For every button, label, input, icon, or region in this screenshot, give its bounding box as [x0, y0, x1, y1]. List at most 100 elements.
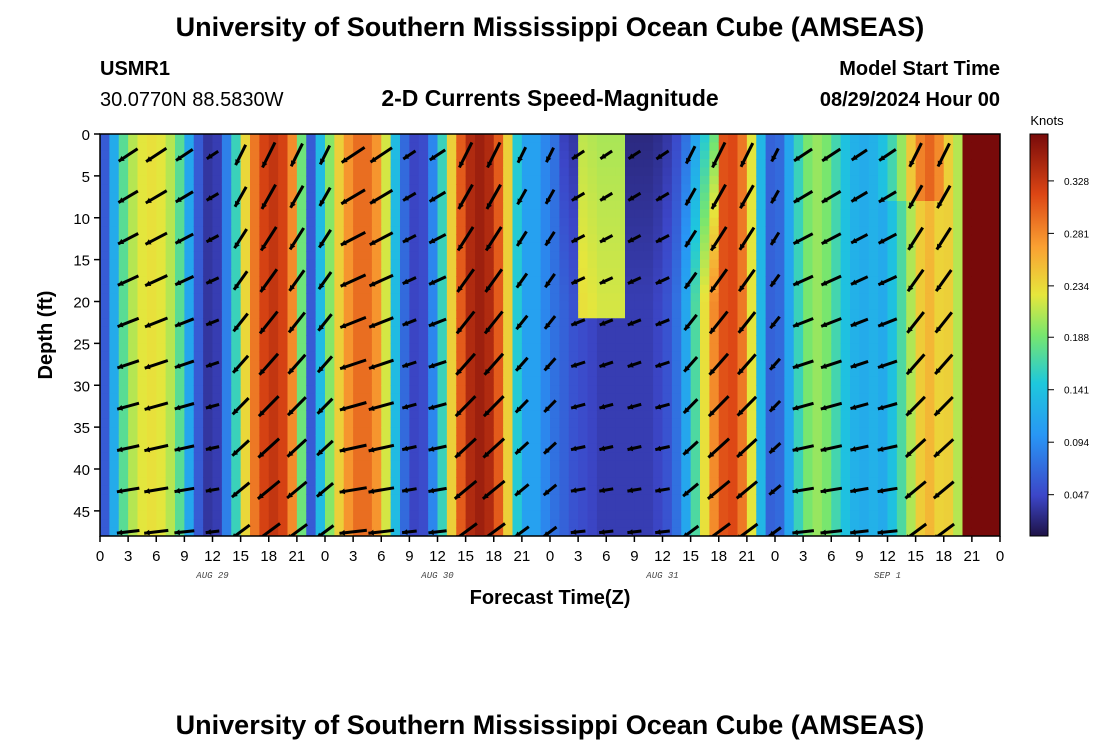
heatmap-cell	[943, 385, 954, 395]
heatmap-cell	[728, 201, 739, 210]
heatmap-cell	[306, 142, 317, 152]
heatmap-cell	[503, 343, 514, 353]
heatmap-cell	[503, 502, 514, 512]
heatmap-cell	[831, 159, 842, 169]
heatmap-cell	[943, 192, 954, 202]
heatmap-cell	[868, 242, 879, 252]
heatmap-cell	[700, 477, 710, 487]
heatmap-cell	[203, 301, 214, 311]
heatmap-cell	[718, 385, 729, 395]
heatmap-cell	[146, 502, 157, 512]
heatmap-cell	[765, 368, 776, 378]
heatmap-cell	[737, 217, 748, 227]
heatmap-cell	[559, 368, 570, 378]
heatmap-cell	[146, 510, 157, 520]
heatmap-cell	[456, 477, 467, 487]
heatmap-cell	[203, 134, 214, 143]
heatmap-cell	[915, 234, 926, 244]
heatmap-cell	[887, 368, 898, 378]
heatmap-cell	[559, 175, 570, 185]
heatmap-cell	[821, 226, 832, 236]
heatmap-cell	[775, 301, 785, 311]
heatmap-cell	[371, 393, 382, 403]
heatmap-cell	[503, 150, 514, 160]
heatmap-cell	[634, 142, 645, 152]
heatmap-cell	[184, 201, 195, 210]
heatmap-cell	[821, 376, 832, 386]
vector-arrowhead	[233, 325, 240, 332]
heatmap-cell	[418, 335, 429, 344]
heatmap-cell	[137, 234, 148, 244]
heatmap-cell	[212, 184, 223, 194]
vector-arrowhead	[369, 322, 376, 328]
heatmap-cell	[156, 502, 167, 512]
heatmap-cell	[671, 427, 682, 437]
heatmap-cell	[409, 335, 420, 344]
heatmap-cell	[381, 318, 392, 328]
heatmap-cell	[859, 234, 870, 244]
heatmap-cell	[193, 276, 204, 286]
heatmap-cell	[390, 393, 401, 403]
heatmap-cell	[568, 385, 579, 395]
heatmap-cell	[606, 242, 617, 252]
heatmap-cell	[606, 360, 617, 370]
heatmap-cell	[765, 142, 776, 152]
heatmap-cell	[925, 234, 935, 244]
heatmap-cell	[296, 443, 307, 453]
heatmap-cell	[212, 234, 223, 244]
heatmap-cell	[596, 335, 607, 344]
heatmap-cell	[353, 335, 364, 344]
heatmap-cell	[943, 209, 954, 219]
heatmap-cell	[990, 376, 1000, 386]
vector-arrowhead	[402, 487, 408, 494]
heatmap-cell	[409, 318, 420, 328]
heatmap-cell	[896, 293, 907, 303]
heatmap-cell	[596, 175, 607, 185]
heatmap-cell	[521, 192, 532, 202]
heatmap-cell	[100, 159, 110, 169]
heatmap-cell	[690, 209, 701, 219]
heatmap-cell	[962, 460, 973, 470]
heatmap-cell	[746, 201, 757, 210]
heatmap-cell	[390, 326, 401, 336]
heatmap-cell	[671, 360, 682, 370]
heatmap-cell	[259, 402, 270, 411]
heatmap-cell	[362, 469, 373, 478]
heatmap-cell	[400, 494, 410, 504]
heatmap-cell	[109, 510, 120, 520]
heatmap-cell	[859, 410, 870, 420]
heatmap-cell	[878, 452, 889, 462]
heatmap-cell	[606, 519, 617, 529]
heatmap-cell	[250, 134, 260, 143]
heatmap-cell	[971, 460, 982, 470]
heatmap-cell	[559, 494, 570, 504]
heatmap-cell	[287, 494, 298, 504]
vector-arrowhead	[320, 158, 326, 165]
heatmap-cell	[184, 360, 195, 370]
heatmap-cell	[803, 393, 814, 403]
heatmap-cell	[409, 159, 420, 169]
heatmap-cell	[700, 251, 710, 261]
heatmap-cell	[690, 251, 701, 261]
vector-arrowhead	[599, 445, 606, 452]
heatmap-cell	[915, 301, 926, 311]
heatmap-cell	[137, 150, 148, 160]
heatmap-cell	[109, 217, 120, 227]
heatmap-cell	[456, 393, 467, 403]
heatmap-cell	[850, 510, 860, 520]
vector-arrowhead	[627, 487, 634, 494]
heatmap-cell	[100, 293, 110, 303]
heatmap-cell	[475, 167, 485, 177]
heatmap-cell	[446, 460, 457, 470]
heatmap-cell	[896, 175, 907, 185]
heatmap-cell	[709, 259, 720, 269]
vector-arrowhead	[546, 197, 552, 204]
heatmap-cell	[100, 284, 110, 294]
heatmap-cell	[287, 335, 298, 344]
vector-arrowhead	[571, 320, 578, 326]
heatmap-cell	[803, 134, 814, 143]
heatmap-cell	[306, 242, 317, 252]
heatmap-cell	[334, 251, 345, 261]
heatmap-cell	[521, 418, 532, 428]
heatmap-cell	[231, 351, 242, 361]
